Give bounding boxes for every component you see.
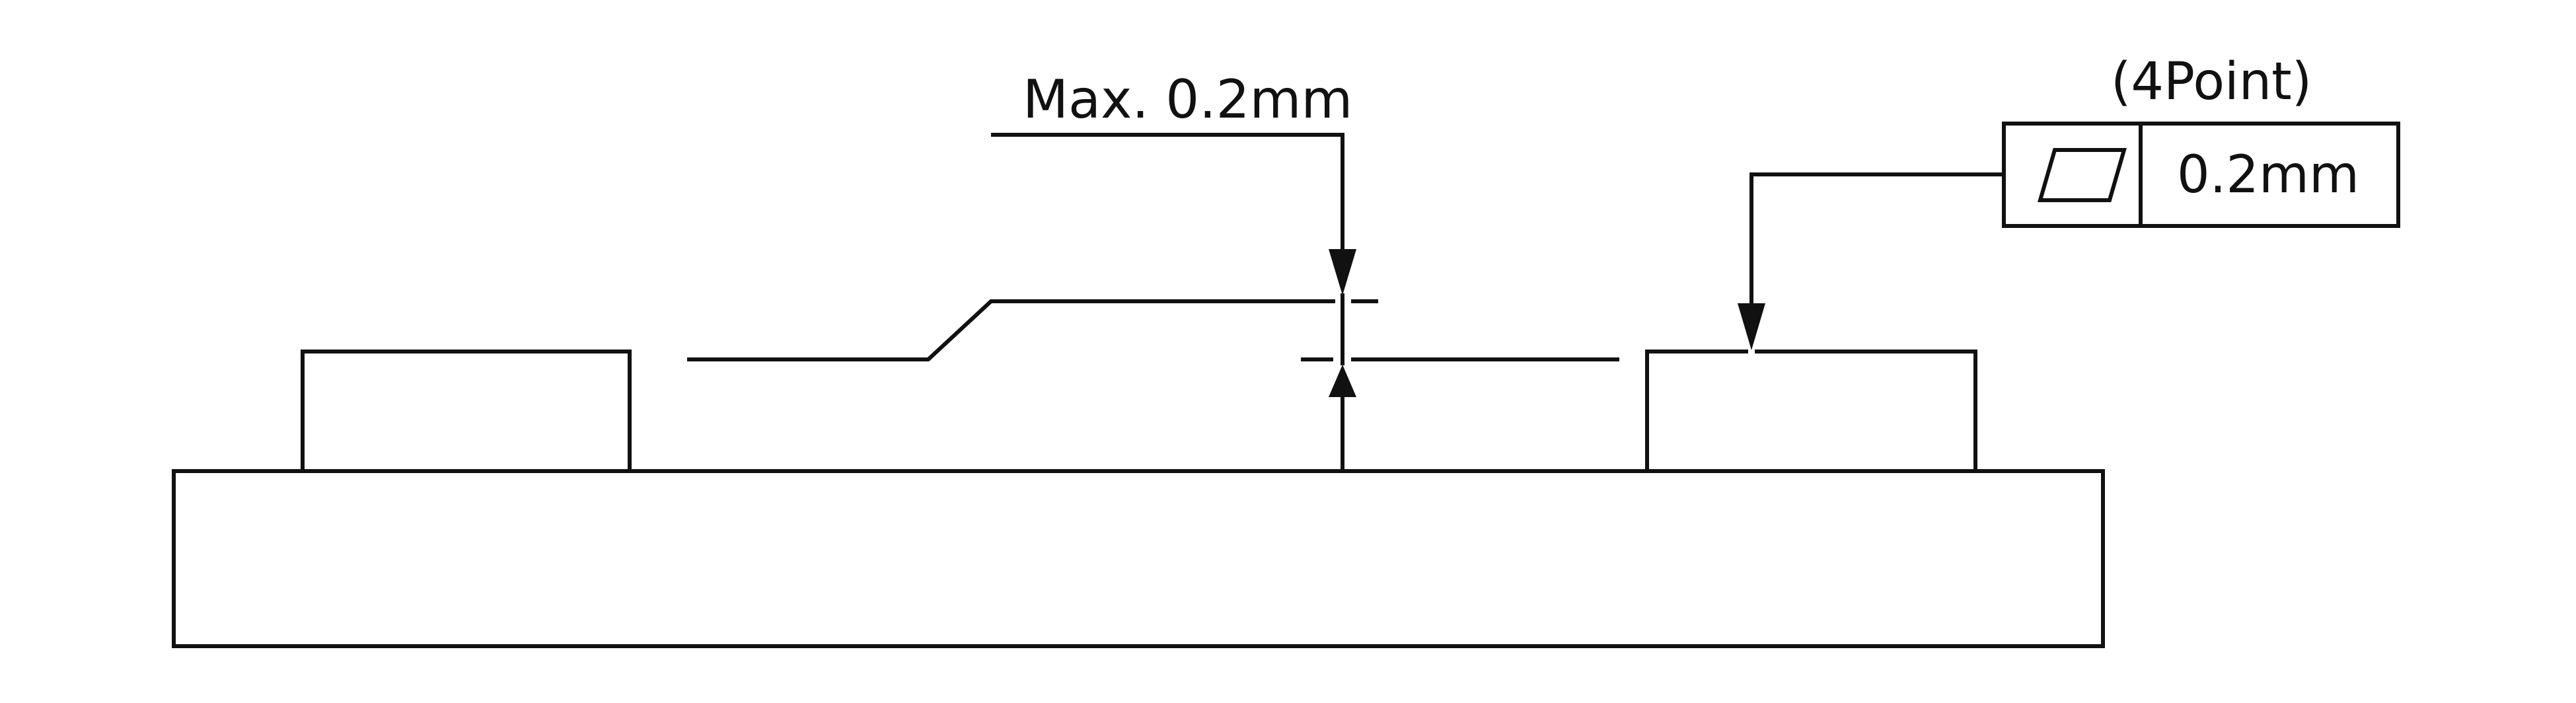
flatness-leader-line: [1749, 172, 2006, 307]
step-down-arrow: [1329, 249, 1356, 295]
flatness-value-label: 0.2mm: [2177, 145, 2359, 205]
middle-stepped-edge: [687, 299, 1335, 361]
step-leader-line: [991, 133, 1344, 253]
right-block-left-part: [1645, 350, 1748, 473]
left-block: [301, 350, 632, 473]
feature-control-frame: [2002, 122, 2400, 228]
parallelogram-flatness-icon: [2038, 148, 2127, 202]
flatness-points-label: (4Point): [2111, 52, 2312, 112]
right-block-right-part: [1755, 350, 1977, 473]
base-plate: [172, 469, 2105, 648]
step-up-arrow: [1329, 365, 1356, 397]
step-tolerance-label: Max. 0.2mm: [1023, 69, 1352, 130]
flatness-arrow: [1738, 303, 1765, 350]
